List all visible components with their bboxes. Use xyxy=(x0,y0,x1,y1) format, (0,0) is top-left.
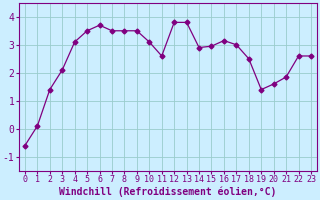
X-axis label: Windchill (Refroidissement éolien,°C): Windchill (Refroidissement éolien,°C) xyxy=(59,187,277,197)
